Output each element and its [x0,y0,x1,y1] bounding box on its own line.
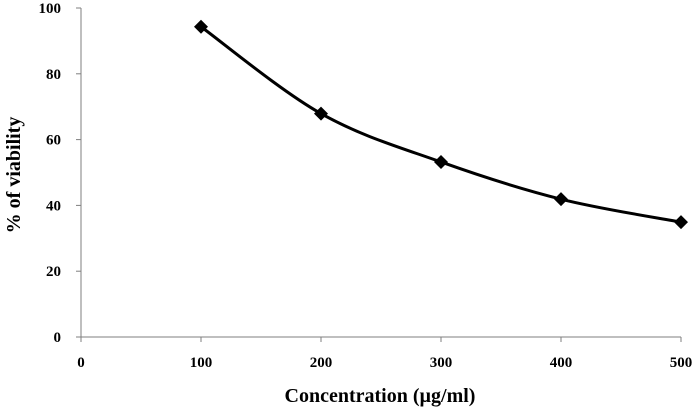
y-tick-label: 80 [46,67,61,83]
series-line [200,25,682,224]
x-tick-label: 0 [77,355,85,371]
x-axis-title: Concentration (µg/ml) [285,385,476,407]
y-tick-label: 20 [46,264,61,280]
data-point-marker [674,215,688,230]
data-point-marker [554,192,568,207]
x-tick-label: 400 [550,355,573,371]
x-tick-label: 500 [670,355,693,371]
y-tick-label: 100 [39,1,62,17]
y-tick-label: 0 [54,330,62,346]
data-point-marker [314,106,328,121]
data-point-marker [434,154,448,169]
data-point-marker [194,19,208,34]
y-tick-label: 40 [46,198,61,214]
y-axis-title: % of viability [3,117,25,234]
y-tick-label: 60 [46,133,61,149]
x-tick-label: 300 [430,355,453,371]
x-tick-label: 100 [190,355,213,371]
x-tick-label: 200 [310,355,333,371]
